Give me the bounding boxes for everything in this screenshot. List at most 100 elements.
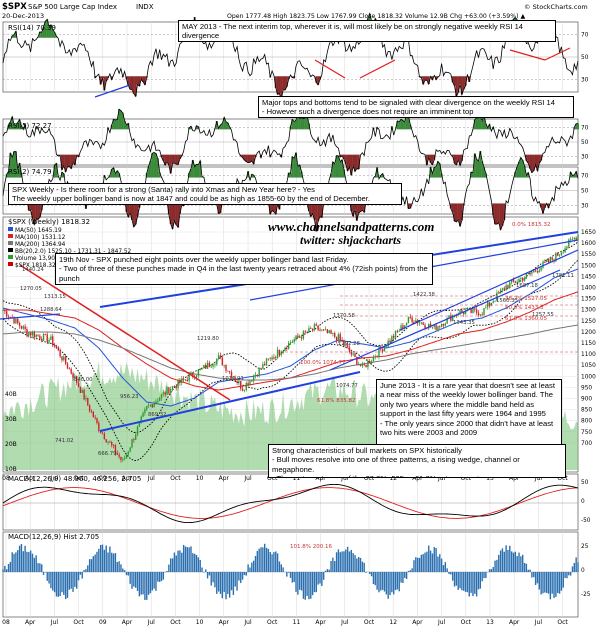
price-candle	[378, 347, 380, 358]
macd-histogram-bar	[422, 554, 424, 572]
macd-histogram-bar	[282, 567, 284, 572]
macd-histogram-bar	[370, 572, 373, 577]
fib-label: 50.0% 1433.3	[505, 305, 544, 311]
macd-histogram-bar	[293, 572, 295, 583]
price-point-label: 666.79	[98, 451, 117, 457]
price-candle	[415, 320, 417, 323]
price-candle	[258, 367, 260, 376]
price-candle	[464, 310, 467, 315]
macd-histogram-bar	[11, 552, 13, 572]
price-candle	[571, 238, 574, 240]
macd-histogram-bar	[247, 564, 249, 572]
macd-histogram-bar	[221, 572, 224, 599]
price-candle	[208, 362, 211, 367]
price-candle	[131, 439, 133, 448]
macd-histogram-bar	[389, 572, 391, 596]
macd-histogram-bar	[455, 572, 458, 586]
macd-histogram-bar	[295, 572, 297, 592]
macd-histogram-bar	[170, 558, 172, 572]
price-candle	[66, 363, 69, 369]
macd-histogram-bar	[258, 548, 260, 572]
macd-histogram-bar	[271, 554, 273, 572]
price-candle	[52, 336, 54, 346]
price-candle	[278, 349, 281, 355]
price-point-label: 1292.28	[338, 341, 361, 347]
macd-histogram-bar	[4, 565, 6, 572]
macd-histogram-bar	[63, 572, 65, 595]
price-candle	[424, 324, 426, 328]
price-candle	[346, 345, 349, 348]
macd-histogram-bar	[77, 572, 80, 581]
macd-histogram-bar	[527, 569, 529, 572]
price-candle	[286, 348, 288, 349]
macd-histogram-bar	[540, 572, 542, 595]
price-tick-label: 1350	[581, 297, 596, 303]
macd-histogram-bar	[206, 572, 209, 579]
rsi-divergence-arrow	[359, 59, 396, 79]
price-candle	[136, 426, 139, 435]
x-tick-label: Oct	[364, 619, 375, 626]
macd-histogram-bar	[553, 572, 555, 599]
price-candle	[166, 387, 168, 395]
x-tick-label: Apr	[219, 475, 230, 482]
price-candle	[232, 377, 235, 379]
price-candle	[442, 323, 445, 326]
macd-histogram-bar	[518, 552, 520, 572]
price-candle	[247, 383, 249, 386]
macd-histogram-bar	[555, 572, 557, 597]
macd-histogram-bar	[507, 549, 509, 572]
price-candle	[475, 309, 478, 313]
price-point-label: 1440.24	[22, 267, 45, 273]
trendline-red	[19, 264, 231, 401]
macd-histogram-bar	[53, 572, 56, 593]
price-candle	[164, 392, 166, 395]
price-candle	[238, 381, 240, 383]
main-title: $SPX (Weekly) 1818.32	[8, 218, 90, 226]
macd-histogram-bar	[48, 572, 50, 584]
price-candle	[149, 404, 152, 406]
macd-histogram-bar	[217, 572, 220, 592]
macd-histogram-bar	[186, 547, 188, 572]
x-tick-label: Apr	[509, 619, 520, 626]
macd-histogram-bar	[361, 561, 364, 572]
macd-histogram-bar	[516, 556, 518, 572]
macd-histogram-bar	[265, 547, 268, 572]
price-candle	[26, 329, 28, 336]
macd-histogram-bar	[166, 570, 168, 572]
price-candle	[479, 314, 482, 316]
price-candle	[505, 285, 507, 290]
price-candle	[536, 271, 539, 273]
price-candle	[545, 259, 548, 263]
price-candle	[328, 330, 330, 334]
price-candle	[470, 308, 472, 313]
macd-histogram-bar	[96, 551, 98, 572]
rsi-divergence-arrow	[544, 47, 571, 61]
macd-histogram-bar	[334, 561, 336, 572]
macd-histogram-bar	[94, 554, 96, 572]
macd-histogram-bar	[85, 569, 87, 572]
macd-histogram-bar	[481, 572, 483, 582]
price-candle	[129, 447, 131, 452]
macd-histogram-bar	[269, 552, 271, 572]
macd-histogram-bar	[328, 569, 330, 572]
macd-title: MACD(12,26,9) 48.960, 46.256, 2.705	[8, 475, 141, 483]
price-candle	[551, 257, 553, 260]
legend-ma50: MA(50) 1645.19	[15, 228, 62, 234]
macd-histogram-bar	[33, 557, 36, 572]
volume-tick-label: 40B	[5, 391, 17, 398]
macd-histogram-bar	[538, 572, 540, 590]
price-candle	[42, 334, 45, 341]
price-candle	[282, 350, 284, 354]
macd-histogram-bar	[311, 572, 314, 596]
macd-histogram-bar	[184, 546, 187, 572]
macd-histogram-bar	[201, 567, 203, 572]
macd-histogram-bar	[42, 572, 45, 575]
price-point-label: 1313.15	[44, 294, 66, 300]
price-point-label: 1422.38	[413, 292, 436, 298]
price-candle	[562, 252, 564, 254]
macd-histogram-bar	[573, 562, 576, 572]
price-point-label: 1219.80	[197, 336, 220, 342]
price-candle	[295, 335, 297, 340]
price-candle	[365, 364, 367, 368]
